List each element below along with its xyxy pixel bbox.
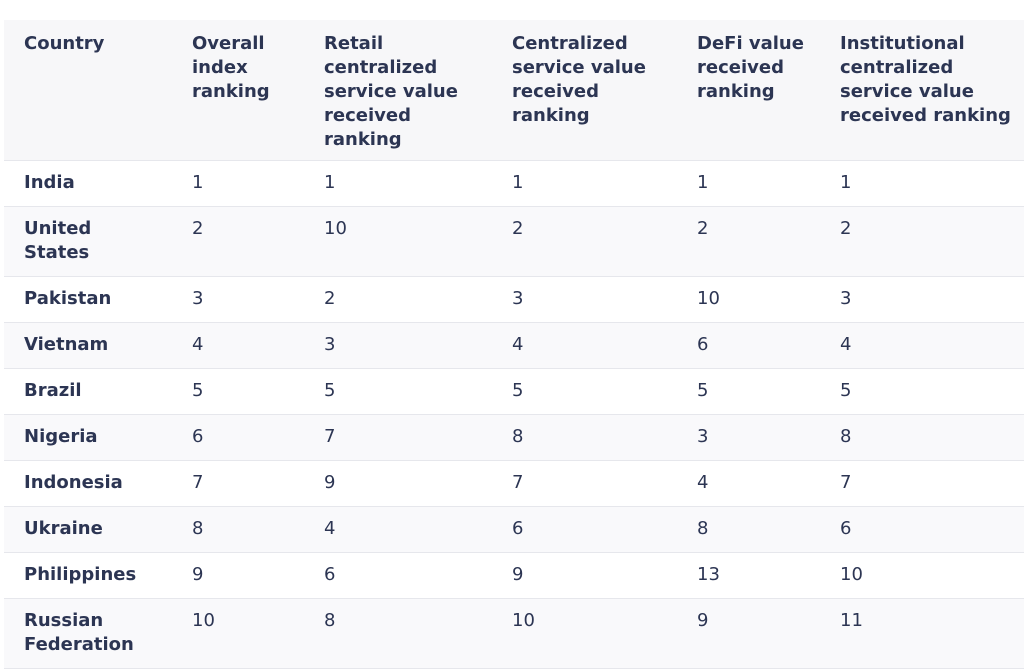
country-cell: Indonesia — [4, 460, 172, 507]
rank-cell: 10 — [677, 276, 820, 323]
rank-cell: 5 — [677, 368, 820, 415]
rank-cell: 8 — [677, 506, 820, 553]
table-row: India 1 1 1 1 1 — [4, 160, 1024, 207]
rank-cell: 3 — [172, 276, 304, 323]
rank-cell: 7 — [820, 460, 1024, 507]
rank-cell: 9 — [677, 598, 820, 669]
rank-cell: 5 — [172, 368, 304, 415]
country-cell: Brazil — [4, 368, 172, 415]
rank-cell: 1 — [492, 160, 677, 207]
table-row: Vietnam 4 3 4 6 4 — [4, 322, 1024, 369]
country-cell: Pakistan — [4, 276, 172, 323]
rank-cell: 4 — [492, 322, 677, 369]
rank-cell: 1 — [304, 160, 492, 207]
header-cell: Centralized service value received ranki… — [492, 20, 677, 161]
header-cell: Overall index ranking — [172, 20, 304, 161]
rank-cell: 2 — [172, 206, 304, 277]
rank-cell: 9 — [492, 552, 677, 599]
rank-cell: 3 — [304, 322, 492, 369]
rank-cell: 1 — [820, 160, 1024, 207]
header-cell: Institutional centralized service value … — [820, 20, 1024, 161]
rank-cell: 6 — [172, 414, 304, 461]
rank-cell: 8 — [492, 414, 677, 461]
rank-cell: 4 — [304, 506, 492, 553]
table-row: Brazil 5 5 5 5 5 — [4, 368, 1024, 415]
rank-cell: 10 — [304, 206, 492, 277]
rank-cell: 9 — [304, 460, 492, 507]
rankings-table: Country Overall index ranking Retail centr… — [4, 20, 1024, 669]
rank-cell: 13 — [677, 552, 820, 599]
header-cell: DeFi value received ranking — [677, 20, 820, 161]
rank-cell: 3 — [677, 414, 820, 461]
rank-cell: 3 — [492, 276, 677, 323]
header-row: Country Overall index ranking Retail centr… — [4, 20, 1024, 161]
rank-cell: 1 — [677, 160, 820, 207]
country-cell: Philippines — [4, 552, 172, 599]
rank-cell: 5 — [492, 368, 677, 415]
rank-cell: 4 — [172, 322, 304, 369]
rank-cell: 7 — [304, 414, 492, 461]
rank-cell: 11 — [820, 598, 1024, 669]
table-row: Nigeria 6 7 8 3 8 — [4, 414, 1024, 461]
table-body: India 1 1 1 1 1 United States 2 10 2 2 2 Pakistan 3 2 3… — [4, 160, 1024, 669]
country-cell: Nigeria — [4, 414, 172, 461]
rank-cell: 10 — [172, 598, 304, 669]
table-header: Country Overall index ranking Retail centr… — [4, 20, 1024, 161]
table-row: Indonesia 7 9 7 4 7 — [4, 460, 1024, 507]
rank-cell: 10 — [492, 598, 677, 669]
rank-cell: 2 — [304, 276, 492, 323]
rank-cell: 1 — [172, 160, 304, 207]
rank-cell: 4 — [820, 322, 1024, 369]
header-cell: Retail centralized service value receive… — [304, 20, 492, 161]
rank-cell: 8 — [172, 506, 304, 553]
rank-cell: 5 — [304, 368, 492, 415]
rank-cell: 10 — [820, 552, 1024, 599]
rank-cell: 9 — [172, 552, 304, 599]
rank-cell: 7 — [492, 460, 677, 507]
country-cell: Russian Federation — [4, 598, 172, 669]
table-row: Russian Federation 10 8 10 9 11 — [4, 598, 1024, 669]
country-cell: India — [4, 160, 172, 207]
country-cell: United States — [4, 206, 172, 277]
table-row: Ukraine 8 4 6 8 6 — [4, 506, 1024, 553]
rank-cell: 6 — [820, 506, 1024, 553]
rank-cell: 6 — [677, 322, 820, 369]
table-row: Philippines 9 6 9 13 10 — [4, 552, 1024, 599]
table-row: United States 2 10 2 2 2 — [4, 206, 1024, 277]
rank-cell: 3 — [820, 276, 1024, 323]
country-cell: Ukraine — [4, 506, 172, 553]
rank-cell: 4 — [677, 460, 820, 507]
rank-cell: 2 — [677, 206, 820, 277]
rank-cell: 2 — [492, 206, 677, 277]
table-row: Pakistan 3 2 3 10 3 — [4, 276, 1024, 323]
country-cell: Vietnam — [4, 322, 172, 369]
rank-cell: 6 — [492, 506, 677, 553]
rank-cell: 5 — [820, 368, 1024, 415]
rank-cell: 8 — [304, 598, 492, 669]
rank-cell: 8 — [820, 414, 1024, 461]
header-cell: Country — [4, 20, 172, 161]
rank-cell: 2 — [820, 206, 1024, 277]
rank-cell: 6 — [304, 552, 492, 599]
rank-cell: 7 — [172, 460, 304, 507]
